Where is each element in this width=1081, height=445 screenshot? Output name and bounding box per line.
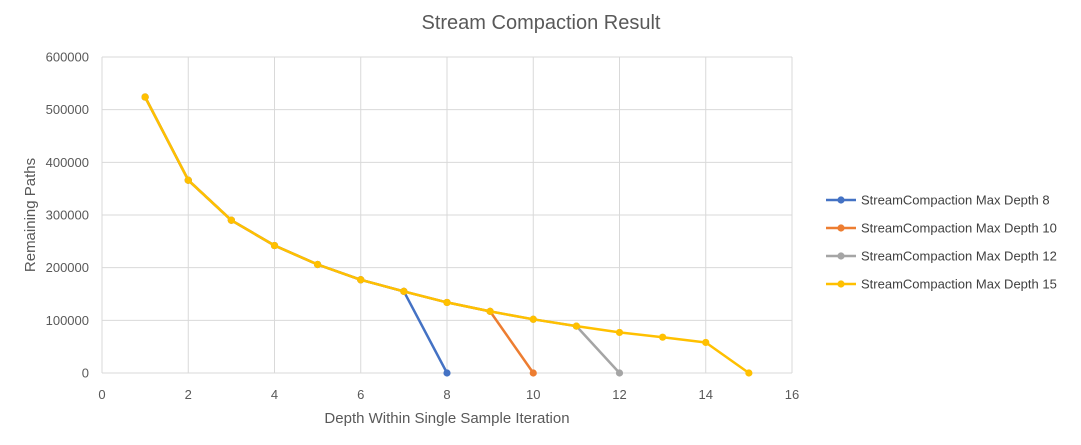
data-point [745, 369, 753, 377]
data-point [529, 315, 537, 323]
data-point [357, 276, 365, 284]
legend-item: StreamCompaction Max Depth 15 [826, 277, 1057, 292]
data-point [227, 216, 235, 224]
x-tick-label: 10 [526, 387, 540, 402]
series-line [143, 95, 621, 375]
data-point [400, 287, 408, 295]
gridlines [101, 56, 793, 374]
data-point [486, 307, 494, 315]
legend-item: StreamCompaction Max Depth 8 [826, 193, 1050, 208]
legend-label: StreamCompaction Max Depth 15 [861, 277, 1057, 292]
x-tick-label: 0 [98, 387, 105, 402]
x-tick-label: 4 [271, 387, 278, 402]
x-tick-label: 14 [699, 387, 713, 402]
x-tick-label: 12 [612, 387, 626, 402]
data-point [659, 333, 667, 341]
data-point [443, 298, 451, 307]
legend-item: StreamCompaction Max Depth 12 [826, 249, 1057, 264]
data-point [615, 328, 624, 337]
legend-label: StreamCompaction Max Depth 12 [861, 249, 1057, 264]
series-2 [141, 93, 537, 377]
data-point [314, 260, 322, 269]
data-point [184, 176, 192, 184]
data-point [443, 369, 451, 377]
x-tick-label: 6 [357, 387, 364, 402]
y-axis-title: Remaining Paths [22, 158, 39, 272]
series-line [143, 95, 535, 375]
data-point [270, 241, 279, 250]
series-lines [141, 93, 753, 377]
y-tick-label: 0 [82, 366, 89, 381]
series-3 [141, 93, 624, 377]
y-tick-label: 200000 [46, 260, 89, 275]
legend-swatch-marker [837, 280, 845, 288]
legend-label: StreamCompaction Max Depth 8 [861, 193, 1050, 208]
y-tick-label: 100000 [46, 313, 89, 328]
data-point [615, 369, 624, 377]
legend-label: StreamCompaction Max Depth 10 [861, 221, 1057, 236]
chart-title: Stream Compaction Result [422, 12, 661, 34]
x-axis-title: Depth Within Single Sample Iteration [324, 410, 569, 427]
y-tick-label: 600000 [46, 50, 89, 65]
data-point [572, 322, 580, 330]
legend-item: StreamCompaction Max Depth 10 [826, 221, 1057, 236]
tick-labels: 0 100000 200000 300000 400000 500000 600000 0 2 4… [46, 50, 800, 403]
data-point [141, 93, 149, 101]
x-tick-label: 2 [185, 387, 192, 402]
legend-swatch-marker [837, 252, 845, 260]
data-point [529, 369, 537, 377]
x-tick-label: 16 [785, 387, 799, 402]
series-4 [141, 93, 753, 377]
y-tick-label: 400000 [46, 155, 89, 170]
legend-swatch-marker [837, 196, 845, 204]
legend-swatch-marker [837, 224, 845, 232]
y-tick-label: 300000 [46, 208, 89, 223]
legend: StreamCompaction Max Depth 8 StreamCompac… [826, 193, 1057, 292]
x-tick-label: 8 [443, 387, 450, 402]
y-tick-label: 500000 [46, 102, 89, 117]
series-line [143, 95, 449, 375]
data-point [702, 338, 710, 347]
